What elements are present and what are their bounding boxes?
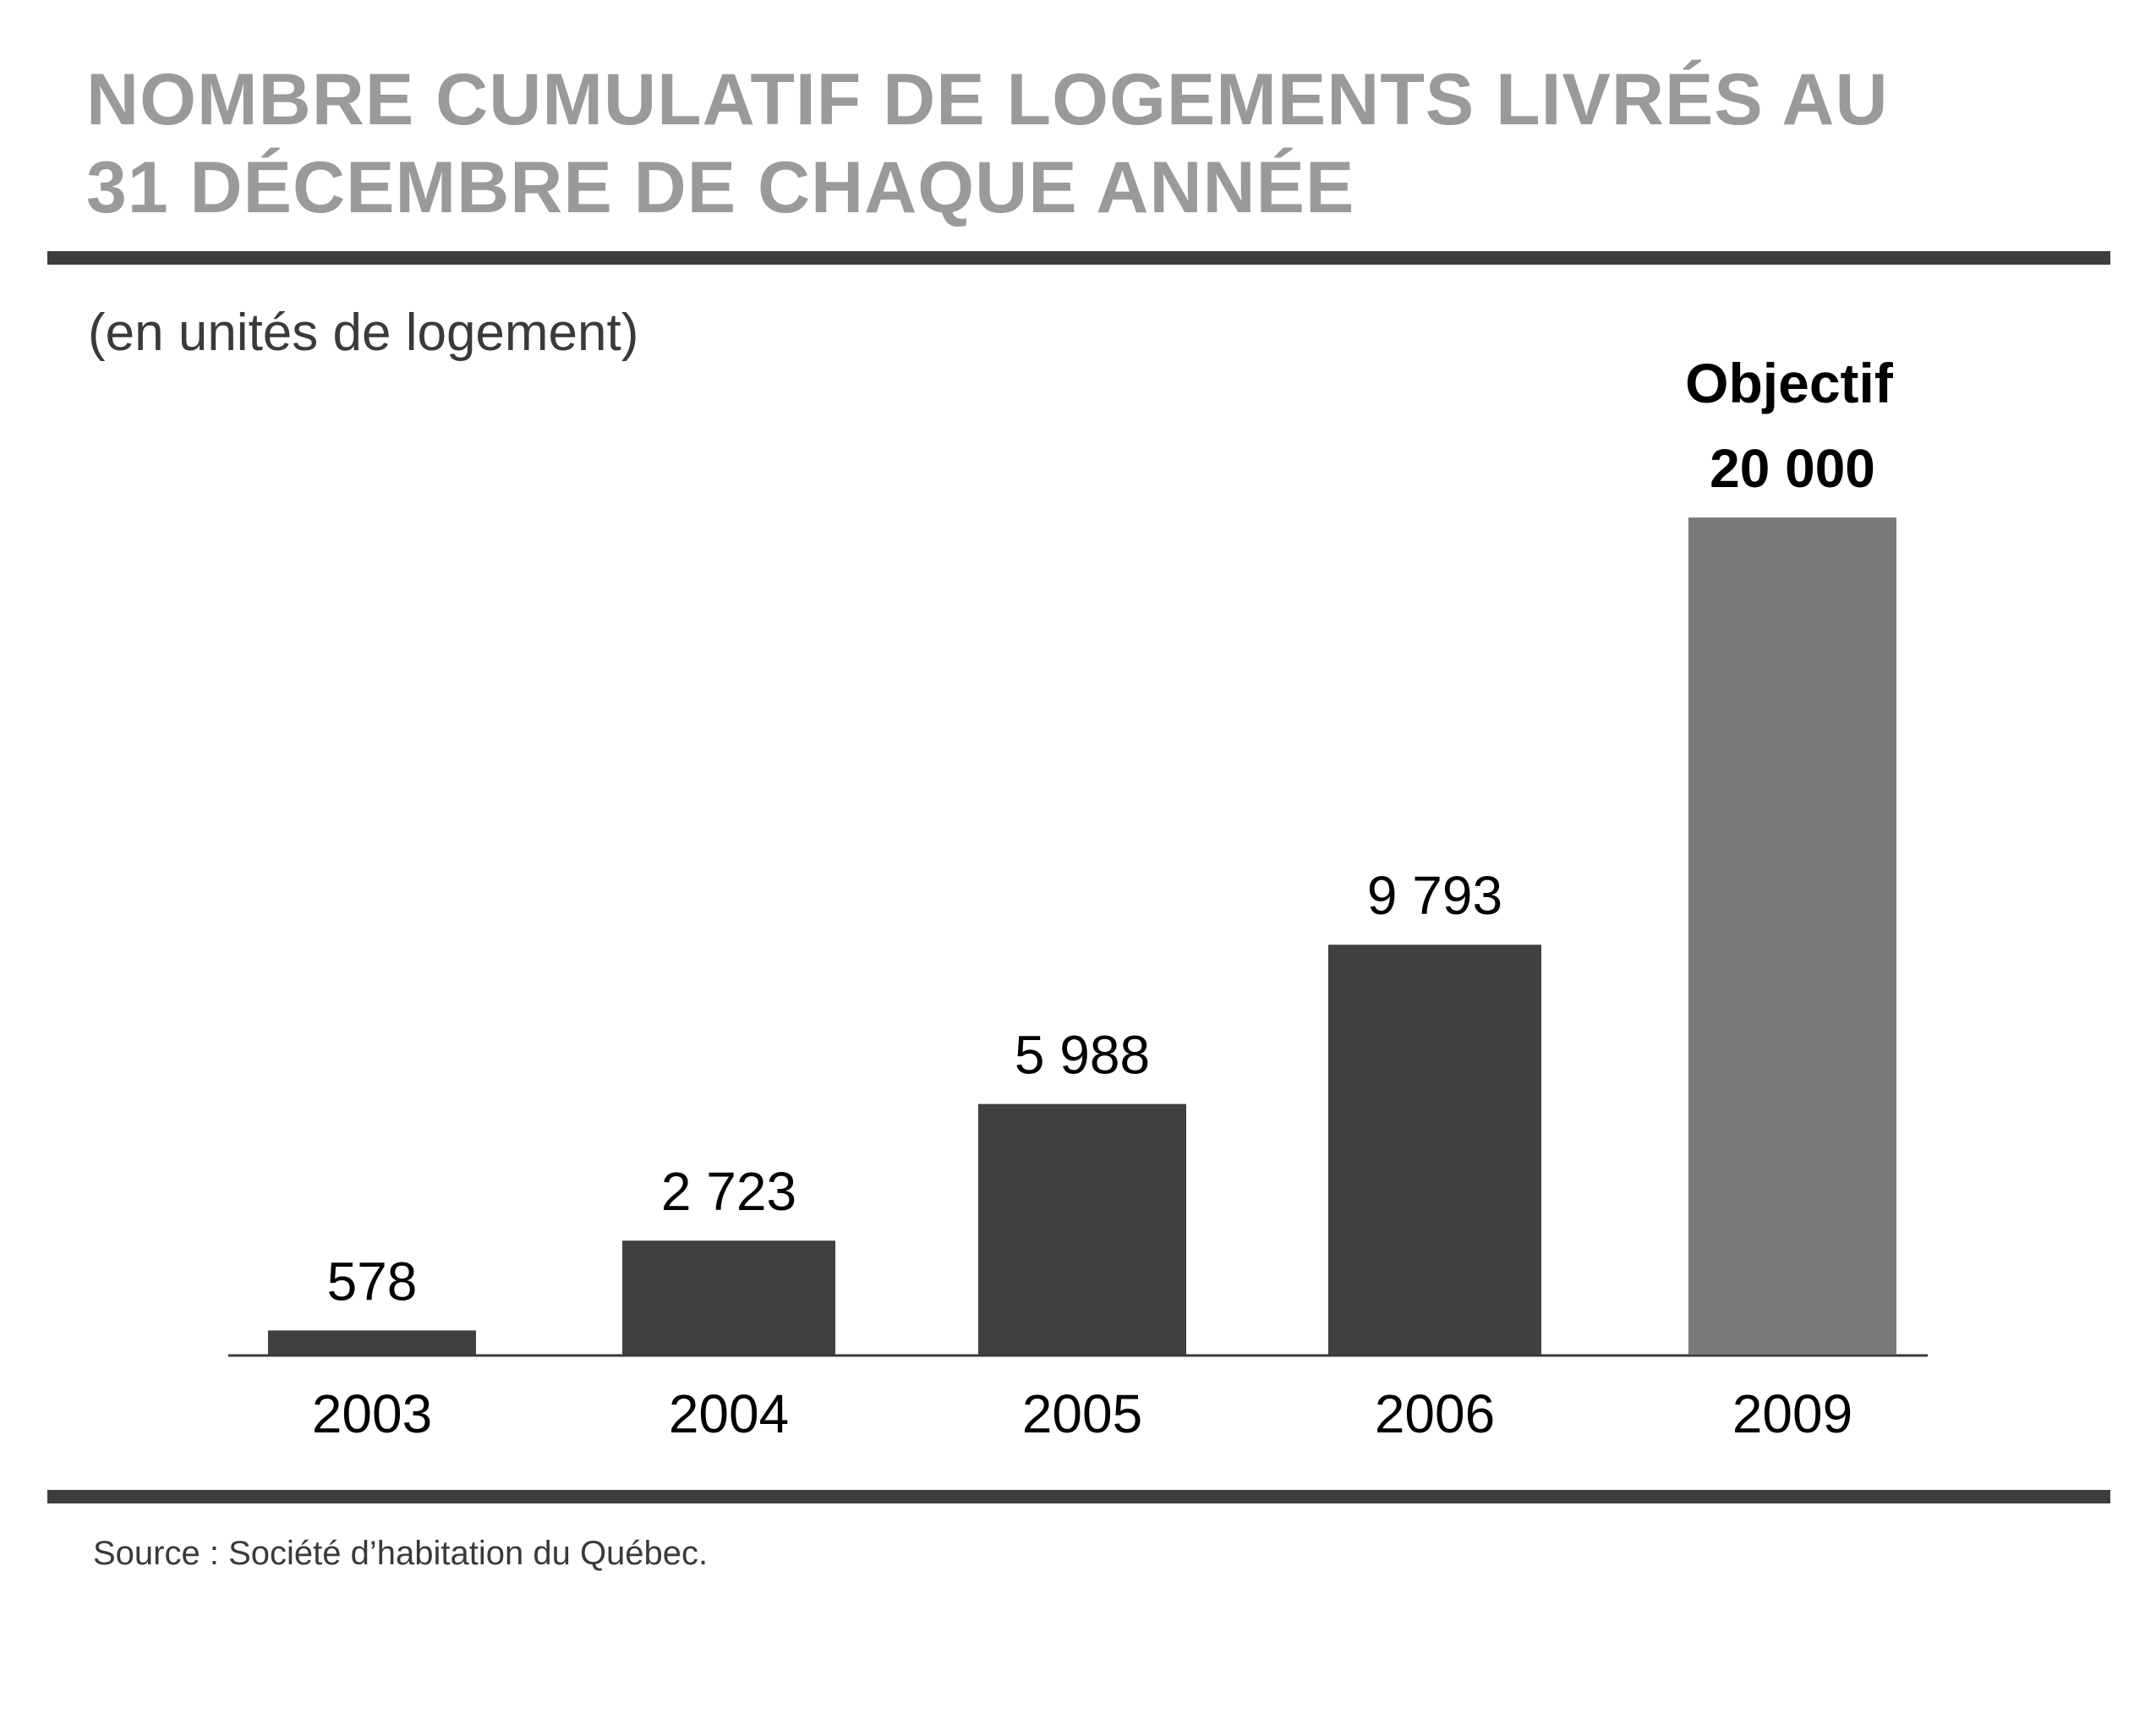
value-label-2003: 578 (327, 1251, 418, 1312)
value-label-2006: 9 793 (1367, 865, 1502, 926)
x-tick-label-2005: 2005 (1022, 1383, 1142, 1444)
value-label-2004: 2 723 (661, 1161, 796, 1222)
unit-label: (en unités de logement) (88, 304, 639, 362)
chart-title-line-1: NOMBRE CUMULATIF DE LOGEMENTS LIVRÉS AU (86, 59, 1889, 140)
chart-title-line-2: 31 DÉCEMBRE DE CHAQUE ANNÉE (86, 147, 1355, 228)
top-divider (47, 251, 2110, 265)
x-tick-label-2006: 2006 (1375, 1383, 1495, 1444)
objective-label: Objectif (1685, 352, 1894, 414)
x-tick-label-2003: 2003 (312, 1383, 432, 1444)
bar-2003 (268, 1330, 476, 1355)
value-label-2009: 20 000 (1710, 438, 1875, 499)
bar-2009 (1688, 518, 1896, 1355)
bar-2004 (622, 1240, 835, 1355)
bar-2006 (1328, 945, 1541, 1355)
source-note: Source : Société d’habitation du Québec. (93, 1535, 709, 1572)
bottom-divider (47, 1490, 2110, 1503)
x-tick-label-2009: 2009 (1732, 1383, 1852, 1444)
chart-title: NOMBRE CUMULATIF DE LOGEMENTS LIVRÉS AU … (86, 56, 2099, 232)
x-tick-label-2004: 2004 (669, 1383, 789, 1444)
value-label-2005: 5 988 (1015, 1025, 1150, 1086)
bar-2005 (978, 1103, 1186, 1355)
